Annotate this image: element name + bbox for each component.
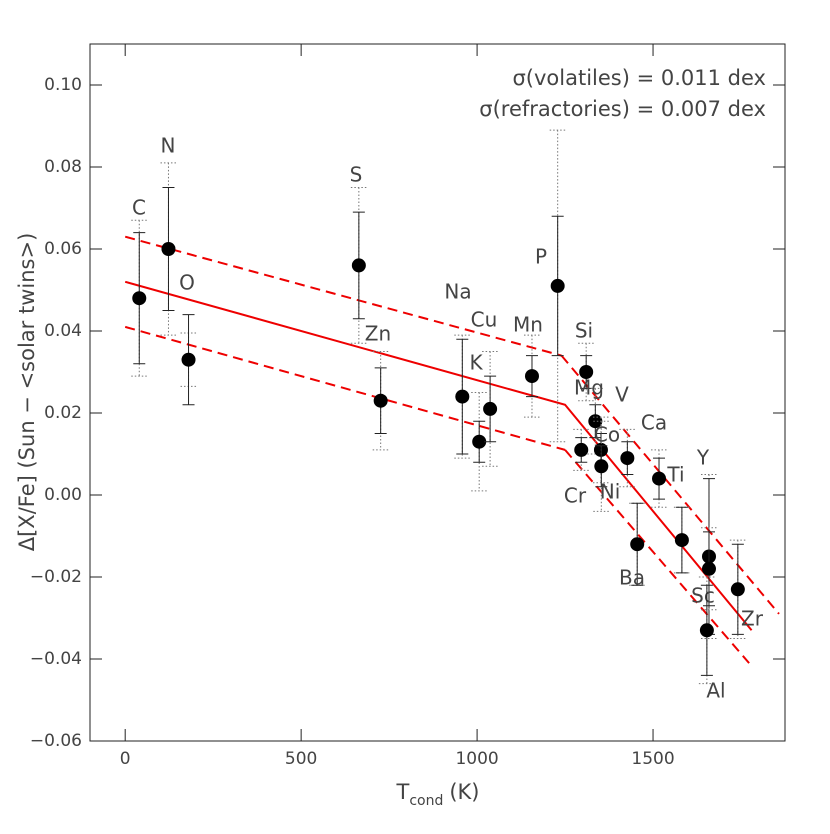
- y-tick-label: 0.02: [44, 403, 82, 423]
- point: [699, 623, 714, 638]
- plot-frame: [89, 43, 786, 742]
- point: [701, 561, 716, 576]
- error-bar-total: [549, 129, 566, 443]
- point: [373, 393, 388, 408]
- x-tick-label: 0: [120, 749, 131, 769]
- y-tick-label: 0.00: [44, 485, 82, 505]
- fit-line: [124, 280, 753, 631]
- x-axis-label: Tcond (K): [395, 780, 479, 809]
- y-tick-label: 0.08: [44, 157, 82, 177]
- y-tick-label: −0.02: [30, 567, 82, 587]
- y-tick-label: −0.06: [30, 731, 82, 751]
- annotation: σ(refractories) = 0.007 dex: [479, 97, 766, 121]
- point-label: Ba: [619, 566, 645, 590]
- point: [620, 451, 635, 466]
- point-label: C: [132, 196, 146, 220]
- y-tick-label: −0.04: [30, 649, 82, 669]
- x-label-sub: cond: [409, 793, 443, 809]
- fit-line: [560, 354, 780, 615]
- point-label: Al: [706, 679, 725, 703]
- point: [455, 389, 470, 404]
- point: [472, 434, 487, 449]
- error-bar-total: [593, 420, 610, 512]
- point-label: Co: [594, 423, 620, 447]
- point: [132, 291, 147, 306]
- point: [588, 414, 603, 429]
- point-label: Si: [575, 319, 593, 343]
- error-bar-total: [523, 334, 540, 418]
- point: [630, 537, 645, 552]
- point-label: Mg: [574, 376, 604, 400]
- point-label: Ti: [666, 463, 684, 487]
- point-label: Na: [444, 280, 471, 304]
- point-label: Ni: [600, 480, 621, 504]
- point-label: K: [469, 351, 483, 375]
- point-label: Zr: [741, 607, 764, 631]
- point-label: Sc: [691, 584, 715, 608]
- point-label: P: [535, 245, 547, 269]
- point: [550, 278, 565, 293]
- y-axis-label: Δ[X/Fe] (Sun − <solar twins>): [15, 233, 39, 552]
- point-label: V: [615, 383, 629, 407]
- x-tick-label: 1500: [631, 749, 674, 769]
- point: [730, 582, 745, 597]
- point-label: Zn: [365, 322, 391, 346]
- point: [181, 352, 196, 367]
- error-bar-total: [700, 527, 717, 611]
- fit-line: [124, 325, 566, 451]
- annotation: σ(volatiles) = 0.011 dex: [513, 66, 767, 90]
- point: [594, 459, 609, 474]
- point-label: Ca: [641, 411, 667, 435]
- point-label: N: [161, 134, 176, 158]
- y-tick-label: 0.10: [44, 75, 82, 95]
- point: [483, 401, 498, 416]
- error-bar-total: [573, 428, 590, 471]
- x-tick-label: 1000: [455, 749, 498, 769]
- point: [161, 242, 176, 256]
- x-label-main: T: [395, 780, 409, 804]
- point-label: O: [179, 271, 195, 295]
- point: [524, 369, 539, 384]
- point: [674, 533, 689, 548]
- point-label: Cr: [564, 484, 587, 508]
- point: [652, 471, 667, 486]
- x-label-unit: (K): [449, 780, 479, 804]
- point: [579, 365, 594, 379]
- x-tick-label: 500: [285, 749, 317, 769]
- point-label: Mn: [513, 313, 543, 337]
- point-label: S: [350, 163, 363, 187]
- point: [574, 442, 589, 457]
- point: [351, 258, 366, 273]
- y-tick-label: 0.04: [44, 321, 82, 341]
- point-label: Cu: [471, 308, 498, 332]
- point-label: Y: [696, 446, 710, 470]
- y-tick-label: 0.06: [44, 239, 82, 259]
- fit-line: [124, 235, 562, 357]
